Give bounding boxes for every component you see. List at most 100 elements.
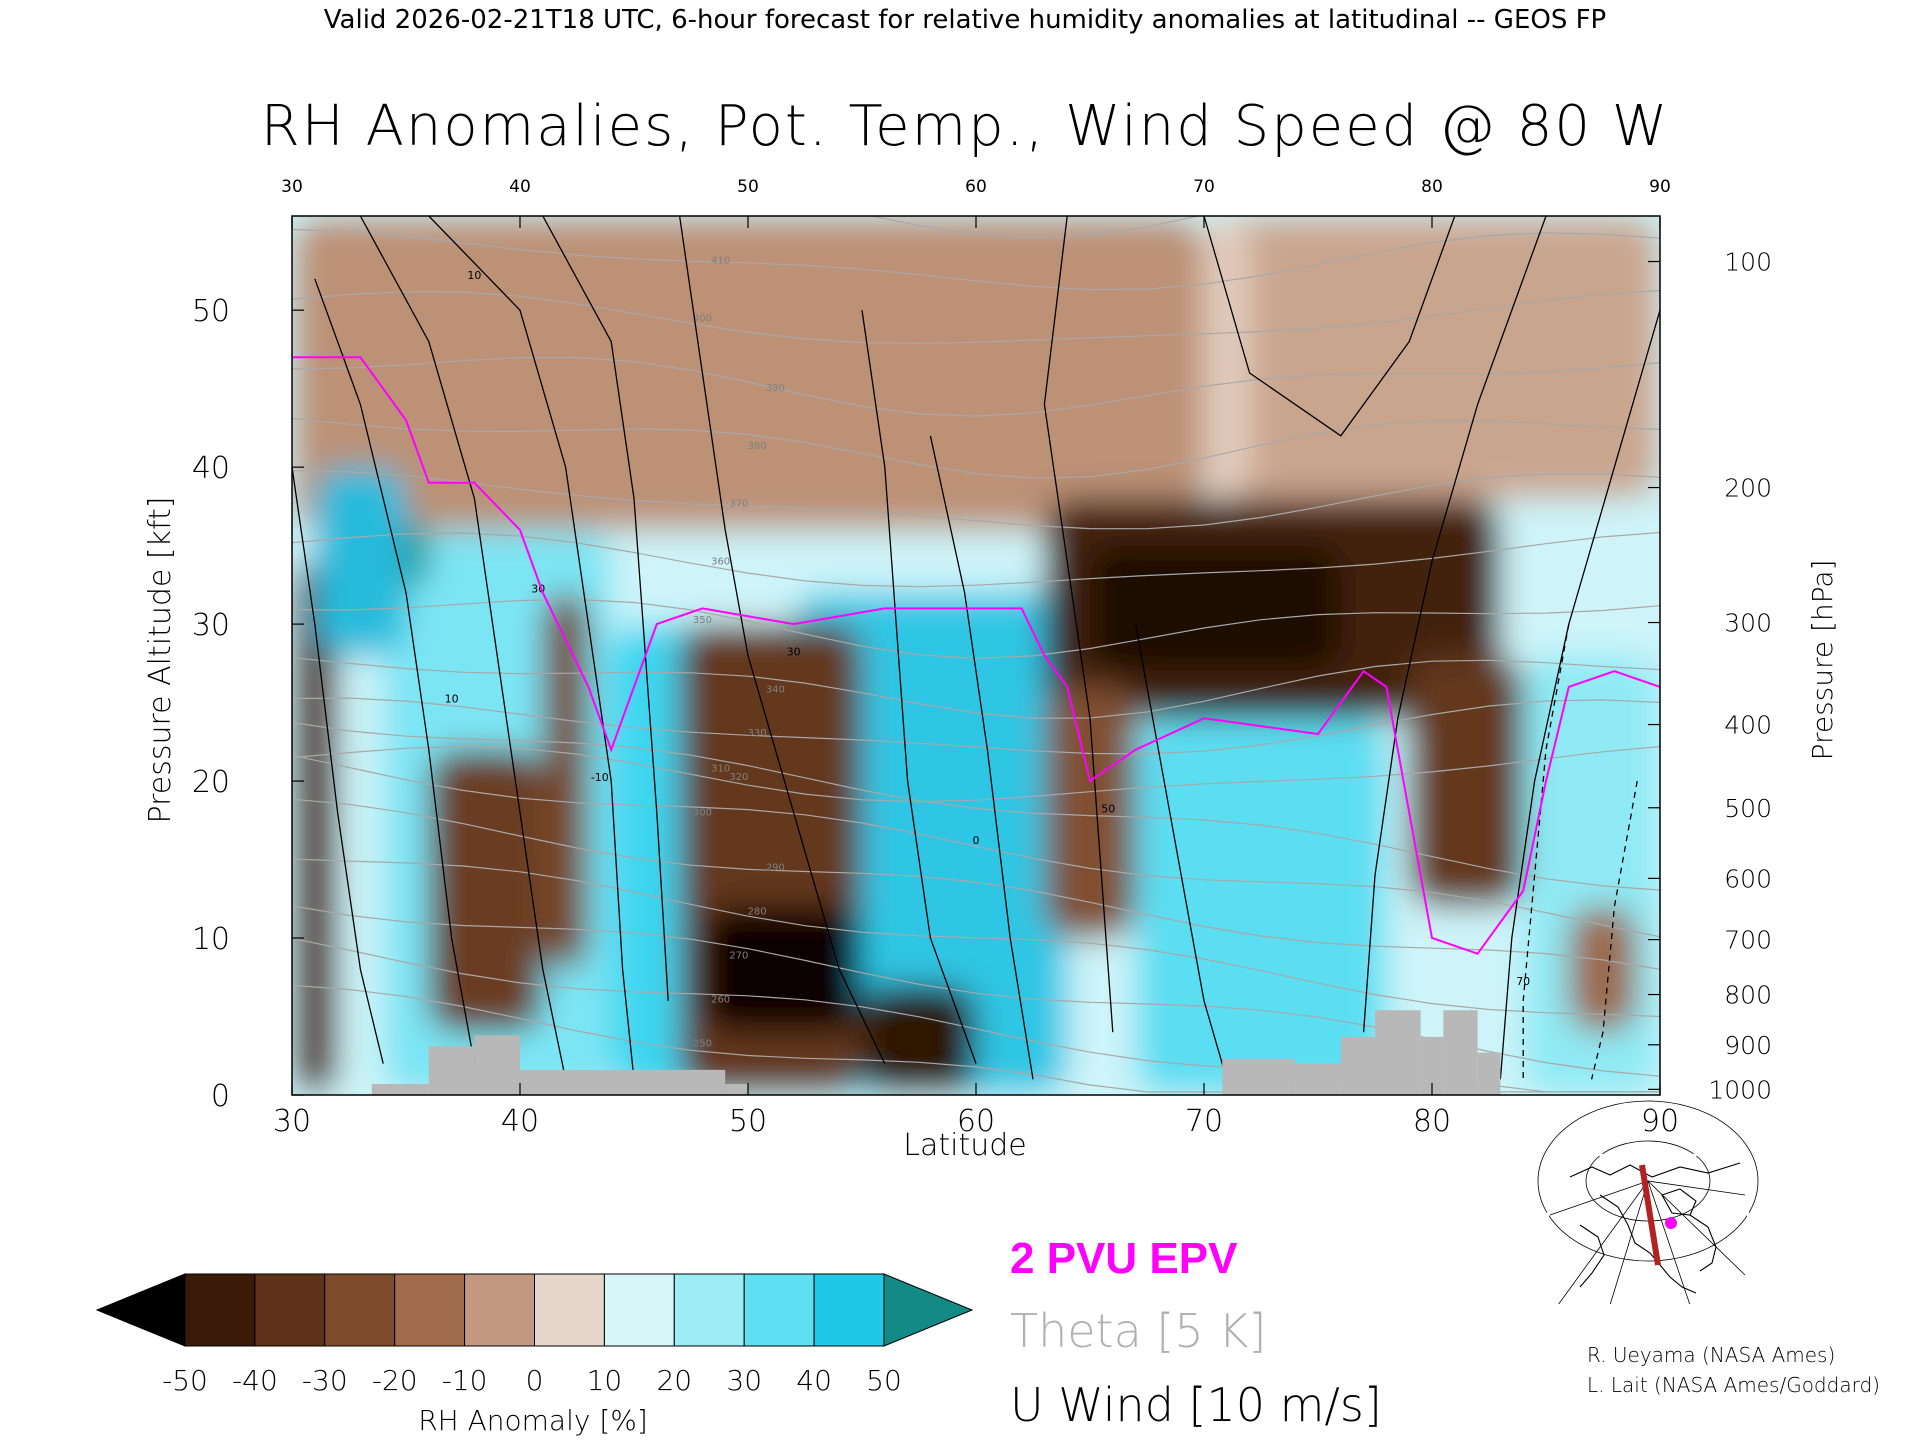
u-wind-label-3: 0	[973, 834, 980, 847]
anomaly-region-14	[862, 985, 976, 1095]
theta-contour-410	[292, 228, 1660, 291]
colorbar-tick-4: -10	[442, 1364, 488, 1397]
theta-contour-370	[292, 470, 1660, 530]
anomaly-region-9	[1090, 545, 1341, 672]
x-tick-label-80: 80	[1413, 1104, 1451, 1139]
x-tick-label-40: 40	[501, 1104, 539, 1139]
colorbar-tick-6: 10	[587, 1364, 623, 1397]
theta-contour-380	[292, 417, 1660, 479]
colorbar-segment-4	[464, 1273, 536, 1347]
y-axis-label: Pressure Altitude [kft]	[143, 497, 178, 824]
u-wind-contour-5	[678, 216, 886, 1064]
chart-title: RH Anomalies, Pot. Temp., Wind Speed @ 8…	[261, 94, 1669, 159]
x-tick-label-30: 30	[273, 1104, 311, 1139]
theta-label-290: 290	[766, 863, 785, 874]
theta-label-330: 330	[748, 728, 767, 739]
u-wind-contour-6	[861, 310, 977, 1064]
colorbar-tick-9: 40	[796, 1364, 832, 1397]
anomaly-region-16	[428, 749, 543, 1033]
pressure-axis-ticks: 100 200 300 400 500 600 700 800 900 1000	[1648, 248, 1772, 1104]
pressure-tick-label-1000: 1000	[1708, 1075, 1772, 1104]
pressure-tick-label-900: 900	[1724, 1031, 1772, 1060]
u-wind-contour-8	[1043, 216, 1114, 1033]
terrain-block-11	[1443, 1010, 1478, 1095]
pressure-tick-label-200: 200	[1724, 474, 1772, 503]
y-axis-ticks: 0 10 20 30 40 50	[192, 294, 304, 1114]
legend: 2 PVU EPV Theta [5 K] U Wind [10 m/s]	[1010, 1234, 1382, 1432]
terrain-block-4	[645, 1069, 726, 1095]
anomaly-region-13	[702, 906, 862, 1033]
inset-map	[1537, 1100, 1759, 1306]
terrain-block-8	[1340, 1036, 1375, 1095]
theta-label-350: 350	[693, 615, 712, 626]
theta-label-400: 400	[693, 313, 712, 324]
theta-contour-320	[292, 745, 1660, 803]
theta-label-340: 340	[766, 684, 785, 695]
theta-contour-390	[292, 356, 1660, 417]
terrain-block-1	[428, 1046, 475, 1095]
pressure-tick-label-100: 100	[1724, 248, 1772, 277]
theta-contour-290	[292, 798, 1660, 970]
x-top-tick-label-70: 70	[1193, 177, 1215, 197]
x-tick-label-50: 50	[729, 1104, 767, 1139]
terrain-block-2	[474, 1035, 520, 1095]
terrain-block-12	[1477, 1052, 1501, 1095]
colorbar-segment-3	[394, 1273, 466, 1347]
pressure-tick-label-700: 700	[1724, 926, 1772, 955]
u-wind-contour-1	[314, 278, 476, 1064]
legend-theta: Theta [5 K]	[1010, 1304, 1266, 1358]
pressure-tick-label-300: 300	[1724, 609, 1772, 638]
colorbar-segment-6	[603, 1273, 675, 1347]
theta-label-320: 320	[729, 772, 748, 783]
x-tick-label-60: 60	[957, 1104, 995, 1139]
theta-label-360: 360	[711, 557, 730, 568]
terrain-block-7	[1295, 1063, 1341, 1095]
pressure-tick-label-600: 600	[1724, 864, 1772, 893]
colorbar-high-arrow	[883, 1273, 974, 1347]
colorbar-tick-2: -30	[302, 1364, 348, 1397]
u-wind-contour-10	[1203, 216, 1456, 437]
x-top-tick-label-30: 30	[281, 177, 303, 197]
theta-contour-400	[292, 290, 1660, 345]
terrain-block-9	[1375, 1010, 1421, 1095]
anomaly-region-20	[314, 467, 406, 656]
theta-label-380: 380	[748, 441, 767, 452]
pressure-tick-label-500: 500	[1724, 794, 1772, 823]
y-tick-label-20: 20	[192, 765, 230, 800]
theta-contour-340	[292, 657, 1660, 719]
u-wind-label-1: 10	[445, 693, 459, 706]
u-wind-contour-13	[1522, 623, 1570, 1080]
pressure-tick-label-800: 800	[1724, 981, 1772, 1010]
rh-anomaly-field: 2502602702802903003103203303403503603703…	[292, 216, 1660, 1095]
plot-area: 2502602702802903003103203303403503603703…	[192, 177, 1772, 1139]
colorbar-label: RH Anomaly [%]	[418, 1404, 648, 1437]
anomaly-region-15	[292, 561, 338, 1095]
u-wind-label-5: 70	[1516, 975, 1530, 988]
u-wind-contour-4	[542, 216, 669, 1001]
theta-label-410: 410	[711, 255, 730, 266]
x-axis-ticks: 30 30 40 40 50 50 60 60 70 70 80 80 90 90	[273, 177, 1679, 1139]
terrain-block-6	[1222, 1058, 1296, 1095]
u-wind-contour-7	[929, 435, 1034, 1080]
u-wind-label-2: -10	[591, 771, 609, 784]
legend-pv: 2 PVU EPV	[1010, 1234, 1238, 1283]
colorbar-low-arrow	[95, 1273, 186, 1347]
theta-contour-310	[292, 721, 1660, 891]
x-top-tick-label-80: 80	[1421, 177, 1443, 197]
theta-contour-330	[292, 697, 1660, 755]
theta-label-250: 250	[693, 1038, 712, 1049]
anomaly-region-7	[1204, 216, 1660, 499]
theta-label-390: 390	[766, 383, 785, 394]
u-wind-contour-3	[428, 216, 635, 1080]
colorbar-segment-9	[813, 1273, 885, 1347]
colorbar-tick-5: 0	[526, 1364, 544, 1397]
x-top-tick-label-40: 40	[509, 177, 531, 197]
theta-contour-350	[292, 598, 1660, 659]
terrain-mask	[371, 1010, 1501, 1095]
x-tick-label-70: 70	[1185, 1104, 1223, 1139]
credit-line-2: L. Lait (NASA Ames/Goddard)	[1587, 1373, 1880, 1397]
pressure-axis-label: Pressure [hPa]	[1806, 560, 1839, 761]
x-top-tick-label-60: 60	[965, 177, 987, 197]
colorbar-tick-10: 50	[866, 1364, 902, 1397]
